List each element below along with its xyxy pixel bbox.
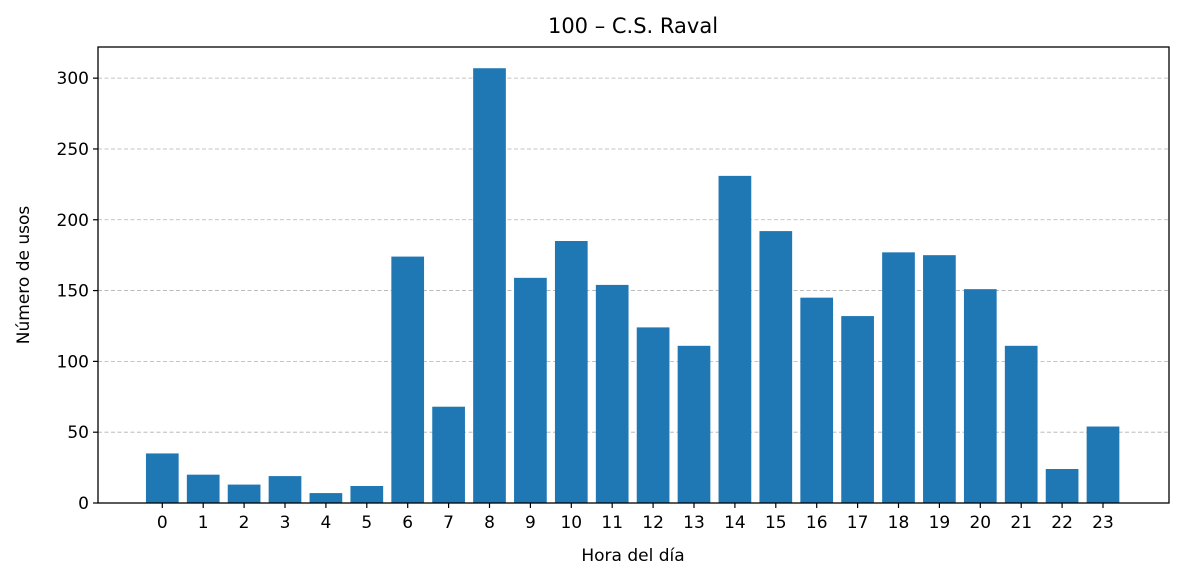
x-tick-label: 18: [888, 513, 910, 533]
bar: [309, 493, 343, 503]
bar: [800, 297, 834, 503]
bar: [923, 255, 956, 503]
bar: [677, 345, 711, 503]
bar: [759, 231, 793, 504]
x-tick-label: 7: [443, 513, 454, 533]
x-tick-label: 16: [806, 513, 828, 533]
x-tick-label: 10: [560, 513, 582, 533]
y-tick-label: 300: [57, 69, 89, 89]
chart-title: 100 – C.S. Raval: [548, 14, 718, 38]
bar: [1004, 345, 1038, 503]
bar: [227, 484, 261, 503]
x-axis-label: Hora del día: [581, 546, 684, 566]
x-tick-label: 8: [484, 513, 495, 533]
x-tick-label: 19: [929, 513, 951, 533]
y-tick-label: 200: [57, 211, 89, 231]
bar: [595, 284, 629, 503]
bar: [186, 474, 220, 503]
bar: [145, 453, 179, 503]
y-tick-label: 0: [78, 494, 89, 514]
bar: [350, 486, 384, 503]
bar: [514, 277, 547, 503]
x-tick-label: 23: [1092, 513, 1114, 533]
x-tick-label: 4: [320, 513, 331, 533]
bar: [718, 175, 752, 503]
x-tick-label: 22: [1051, 513, 1073, 533]
x-tick-label: 15: [765, 513, 787, 533]
bar: [882, 252, 915, 503]
x-tick-label: 2: [239, 513, 250, 533]
x-tick-label: 21: [1010, 513, 1032, 533]
bar: [268, 476, 302, 503]
bar: [1045, 469, 1079, 503]
bars: [145, 68, 1120, 504]
y-tick-label: 50: [67, 423, 89, 443]
bar: [841, 316, 874, 503]
y-axis-label: Número de usos: [14, 206, 34, 345]
x-tick-label: 17: [847, 513, 869, 533]
bar: [963, 289, 997, 503]
x-tick-label: 13: [683, 513, 705, 533]
x-tick-label: 11: [601, 513, 623, 533]
x-tick-label: 3: [280, 513, 291, 533]
x-tick-label: 14: [724, 513, 746, 533]
bar: [473, 68, 506, 503]
bar: [554, 241, 588, 503]
y-tick-label: 150: [57, 282, 89, 302]
bar: [1086, 426, 1120, 503]
x-tick-label: 0: [157, 513, 168, 533]
x-tick-label: 1: [198, 513, 209, 533]
bar: [432, 406, 465, 503]
bar: [391, 256, 425, 503]
x-tick-label: 9: [525, 513, 536, 533]
x-tick-label: 20: [969, 513, 991, 533]
x-tick-label: 6: [402, 513, 413, 533]
x-tick-label: 5: [361, 513, 372, 533]
grid-lines: [98, 77, 1169, 504]
bar: [636, 327, 670, 503]
y-tick-label: 250: [57, 140, 89, 160]
plot-frame: [97, 46, 1170, 504]
x-tick-label: 12: [642, 513, 664, 533]
y-tick-label: 100: [57, 352, 89, 372]
